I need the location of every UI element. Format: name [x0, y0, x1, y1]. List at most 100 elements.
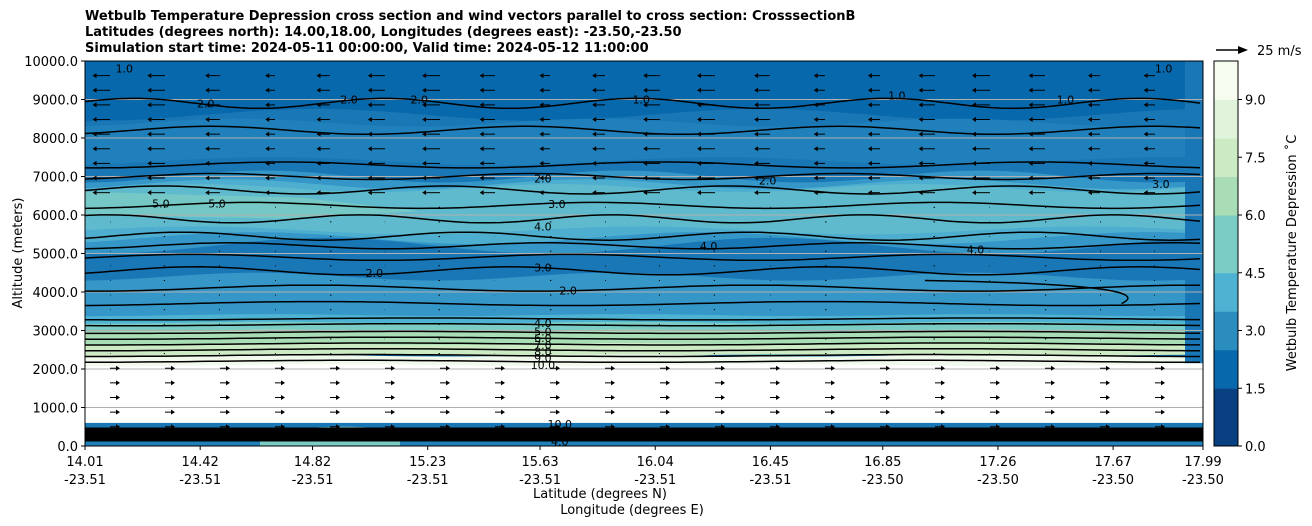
wind-vector-head	[205, 131, 210, 137]
y-tick-label: 10000.0	[24, 55, 78, 70]
band-upper-dark	[85, 61, 1185, 121]
wind-vector-head	[171, 380, 175, 386]
wind-vector-head	[422, 190, 427, 196]
colorbar-segment	[1214, 330, 1238, 351]
wind-vector-head	[92, 160, 97, 166]
y-tick-label: 3000.0	[33, 325, 79, 340]
wind-vector-head	[422, 117, 427, 123]
y-tick-label: 6000.0	[33, 209, 79, 224]
wind-vector-head	[316, 102, 321, 108]
wind-vector-head	[422, 146, 427, 152]
wind-vector-head	[367, 175, 372, 181]
y-tick-label: 0.0	[57, 440, 78, 455]
wind-vector-head	[1087, 73, 1092, 79]
wind-vector-head	[479, 160, 484, 166]
wind-vector-head	[367, 160, 372, 166]
wind-vector-head	[367, 102, 372, 108]
wind-vector-head	[479, 175, 484, 181]
wind-vector-head	[867, 190, 872, 196]
contour-line	[924, 279, 1129, 305]
wind-vector-head	[479, 102, 484, 108]
wind-vector-head	[281, 409, 285, 415]
x-axis-label-2: Longitude (degrees E)	[560, 503, 704, 518]
wind-vector-head	[592, 131, 597, 137]
wind-vector-head	[367, 146, 372, 152]
wind-vector-head	[813, 117, 818, 123]
wind-vector-head	[205, 190, 210, 196]
wind-vector-head	[1143, 190, 1148, 196]
wind-vector-head	[1161, 394, 1165, 400]
wind-vectors	[92, 73, 1165, 430]
wind-vector-head	[754, 117, 759, 123]
wind-vector-head	[205, 87, 210, 93]
wind-vector-head	[171, 365, 175, 371]
colorbar-segment	[1214, 272, 1238, 293]
wind-vector-head	[941, 409, 945, 415]
wind-vector-head	[886, 424, 890, 430]
contour-line	[85, 214, 1201, 224]
wind-vector-head	[92, 146, 97, 152]
wind-vector-head	[972, 190, 977, 196]
y-tick-label: 7000.0	[33, 171, 79, 186]
contour-label: 1.0	[116, 63, 134, 76]
wind-vector-head	[226, 394, 230, 400]
wind-vector-head	[1106, 394, 1110, 400]
wind-vector-head	[391, 365, 395, 371]
contour-label: 1.0	[1057, 94, 1075, 107]
wind-vector-head	[831, 380, 835, 386]
wind-vector-head	[539, 87, 544, 93]
contour-label: 2.0	[197, 97, 215, 110]
wind-vector-head	[1028, 146, 1033, 152]
wind-vector-head	[697, 190, 702, 196]
band-lower	[85, 272, 1185, 322]
wind-vector-head	[116, 409, 120, 415]
wind-vector-head	[697, 175, 702, 181]
y-tick-label: 1000.0	[33, 402, 79, 417]
wind-vector-head	[754, 175, 759, 181]
wind-vector-head	[265, 117, 270, 123]
wind-vector-head	[556, 380, 560, 386]
contour-line	[85, 300, 1201, 307]
wind-vector-head	[92, 190, 97, 196]
wind-vector-head	[226, 365, 230, 371]
wind-vector-head	[226, 409, 230, 415]
contour-label: 9.0	[534, 352, 552, 365]
wind-vector-head	[1161, 380, 1165, 386]
wind-vector-head	[446, 394, 450, 400]
wind-vector-head	[1143, 117, 1148, 123]
contour-label: 4.0	[551, 435, 569, 448]
contour-line	[85, 253, 1201, 262]
wind-vector-head	[1143, 73, 1148, 79]
wind-vector-head	[116, 424, 120, 430]
colorbar-segment	[1214, 157, 1238, 177]
chart-title-line2: Latitudes (degrees north): 14.00,18.00, …	[85, 25, 682, 40]
contour-line	[85, 97, 1201, 110]
wind-vector-head	[1087, 175, 1092, 181]
x-tick-label-lon: -23.51	[634, 473, 676, 488]
wind-vector-head	[316, 190, 321, 196]
wind-vector-head	[611, 409, 615, 415]
wind-vector-head	[556, 394, 560, 400]
y-tick-label: 2000.0	[33, 363, 79, 378]
colorbar-label: Wetbulb Temperature Depression ˚C	[1284, 135, 1300, 372]
wind-vector-head	[1143, 131, 1148, 137]
wind-vector-head	[539, 146, 544, 152]
colorbar-segment	[1214, 311, 1238, 331]
contour-line	[85, 342, 1200, 346]
wind-vector-head	[171, 394, 175, 400]
x-tick-label-lon: -23.51	[179, 473, 221, 488]
wind-vector-head	[265, 73, 270, 79]
colorbar-segment	[1214, 426, 1238, 447]
colorbar-segment	[1214, 176, 1238, 197]
wind-vector-head	[116, 380, 120, 386]
wind-vector-head	[643, 175, 648, 181]
contour-line	[85, 125, 1201, 136]
contour-line	[85, 242, 1201, 250]
wind-vector-head	[941, 394, 945, 400]
wind-vector-head	[776, 380, 780, 386]
wind-vector-head	[754, 190, 759, 196]
wind-vector-head	[147, 73, 152, 79]
wind-vector-head	[697, 87, 702, 93]
wind-vector-head	[479, 146, 484, 152]
